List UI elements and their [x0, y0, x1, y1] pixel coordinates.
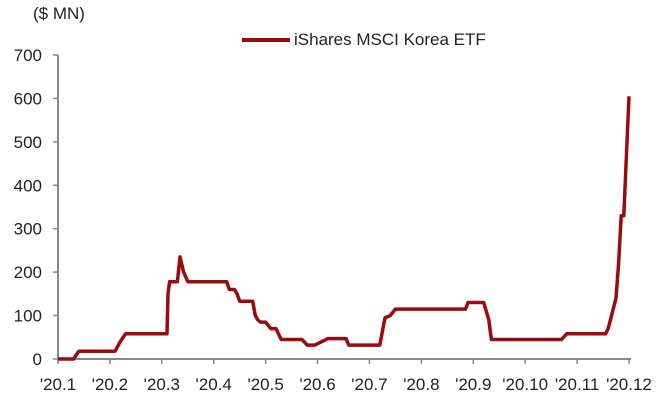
x-tick-label: '20.11 [555, 375, 600, 394]
data-line [58, 96, 631, 361]
x-tick-label: '20.10 [502, 375, 548, 394]
legend: iShares MSCI Korea ETF [242, 30, 486, 50]
y-tick-label: 0 [33, 350, 42, 369]
x-tick-label: '20.2 [92, 375, 128, 394]
x-tick-label: '20.6 [299, 375, 335, 394]
legend-swatch [242, 38, 290, 42]
x-tick-label: '20.7 [351, 375, 387, 394]
y-tick-label: 700 [14, 46, 42, 65]
x-tick-label: '20.12 [606, 375, 652, 394]
y-axis-unit-label: ($ MN) [33, 4, 85, 23]
y-tick-label: 100 [14, 307, 42, 326]
y-tick-label: 200 [14, 263, 42, 282]
x-tick-label: '20.1 [40, 375, 76, 394]
x-tick-label: '20.3 [144, 375, 180, 394]
y-tick-label: 600 [14, 89, 42, 108]
x-tick-label: '20.9 [455, 375, 491, 394]
x-tick-label: '20.5 [247, 375, 283, 394]
x-tick-label: '20.8 [403, 375, 439, 394]
y-tick-label: 400 [14, 176, 42, 195]
y-tick-label: 300 [14, 220, 42, 239]
legend-label: iShares MSCI Korea ETF [294, 30, 486, 49]
y-tick-label: 500 [14, 133, 42, 152]
x-tick-label: '20.4 [196, 375, 232, 394]
